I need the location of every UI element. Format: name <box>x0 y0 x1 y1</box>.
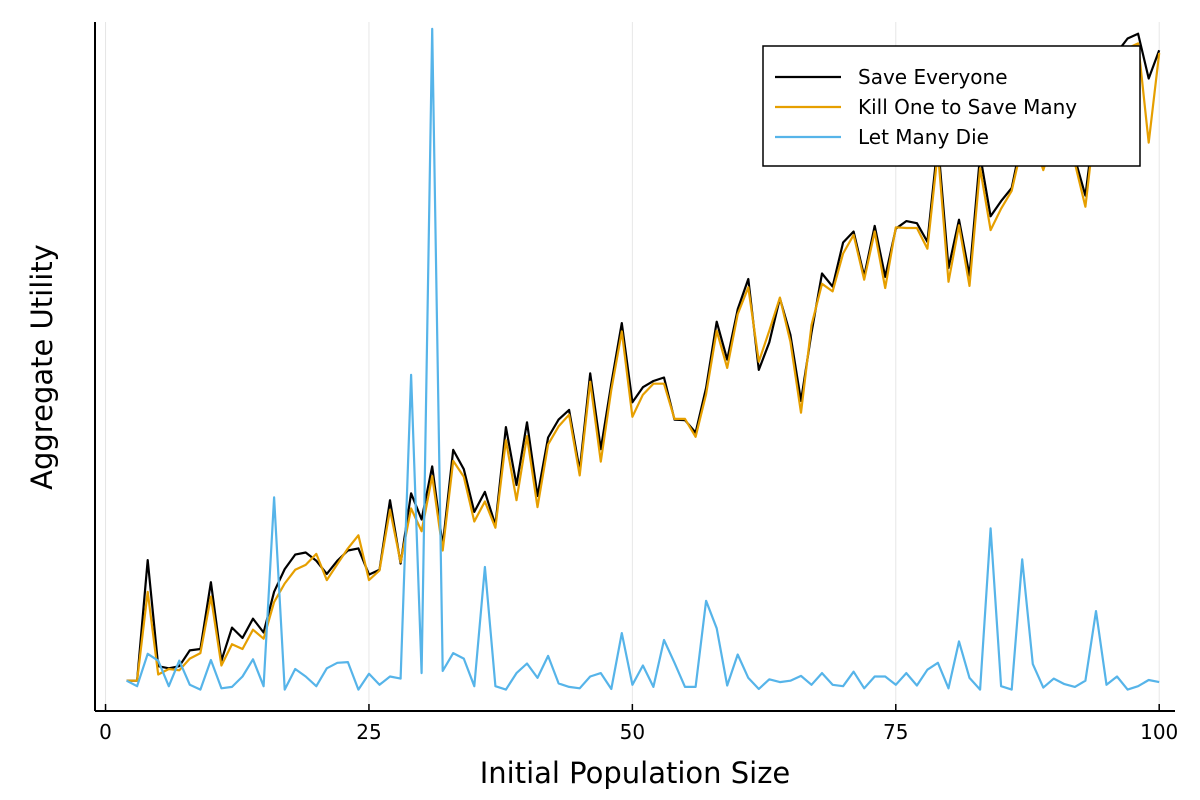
y-axis-title: Aggregate Utility <box>25 244 59 490</box>
series-line-save-everyone <box>126 32 1161 682</box>
x-tick-label: 25 <box>356 720 381 744</box>
x-tick-label: 75 <box>883 720 908 744</box>
legend-label: Kill One to Save Many <box>858 95 1077 119</box>
series-layer <box>126 27 1161 691</box>
x-tick-label: 50 <box>620 720 645 744</box>
x-tick-label: 0 <box>99 720 112 744</box>
x-tick-label: 100 <box>1140 720 1178 744</box>
series-line-kill-one-to-save-many <box>126 42 1161 682</box>
legend-label: Let Many Die <box>858 125 989 149</box>
legend: Save Everyone Kill One to Save Many Let Ma… <box>762 45 1141 167</box>
legend-label: Save Everyone <box>858 65 1008 89</box>
x-ticks: 0 25 50 75 100 <box>99 704 1178 744</box>
x-axis-title: Initial Population Size <box>480 756 791 790</box>
series-line-let-many-die <box>126 27 1160 691</box>
